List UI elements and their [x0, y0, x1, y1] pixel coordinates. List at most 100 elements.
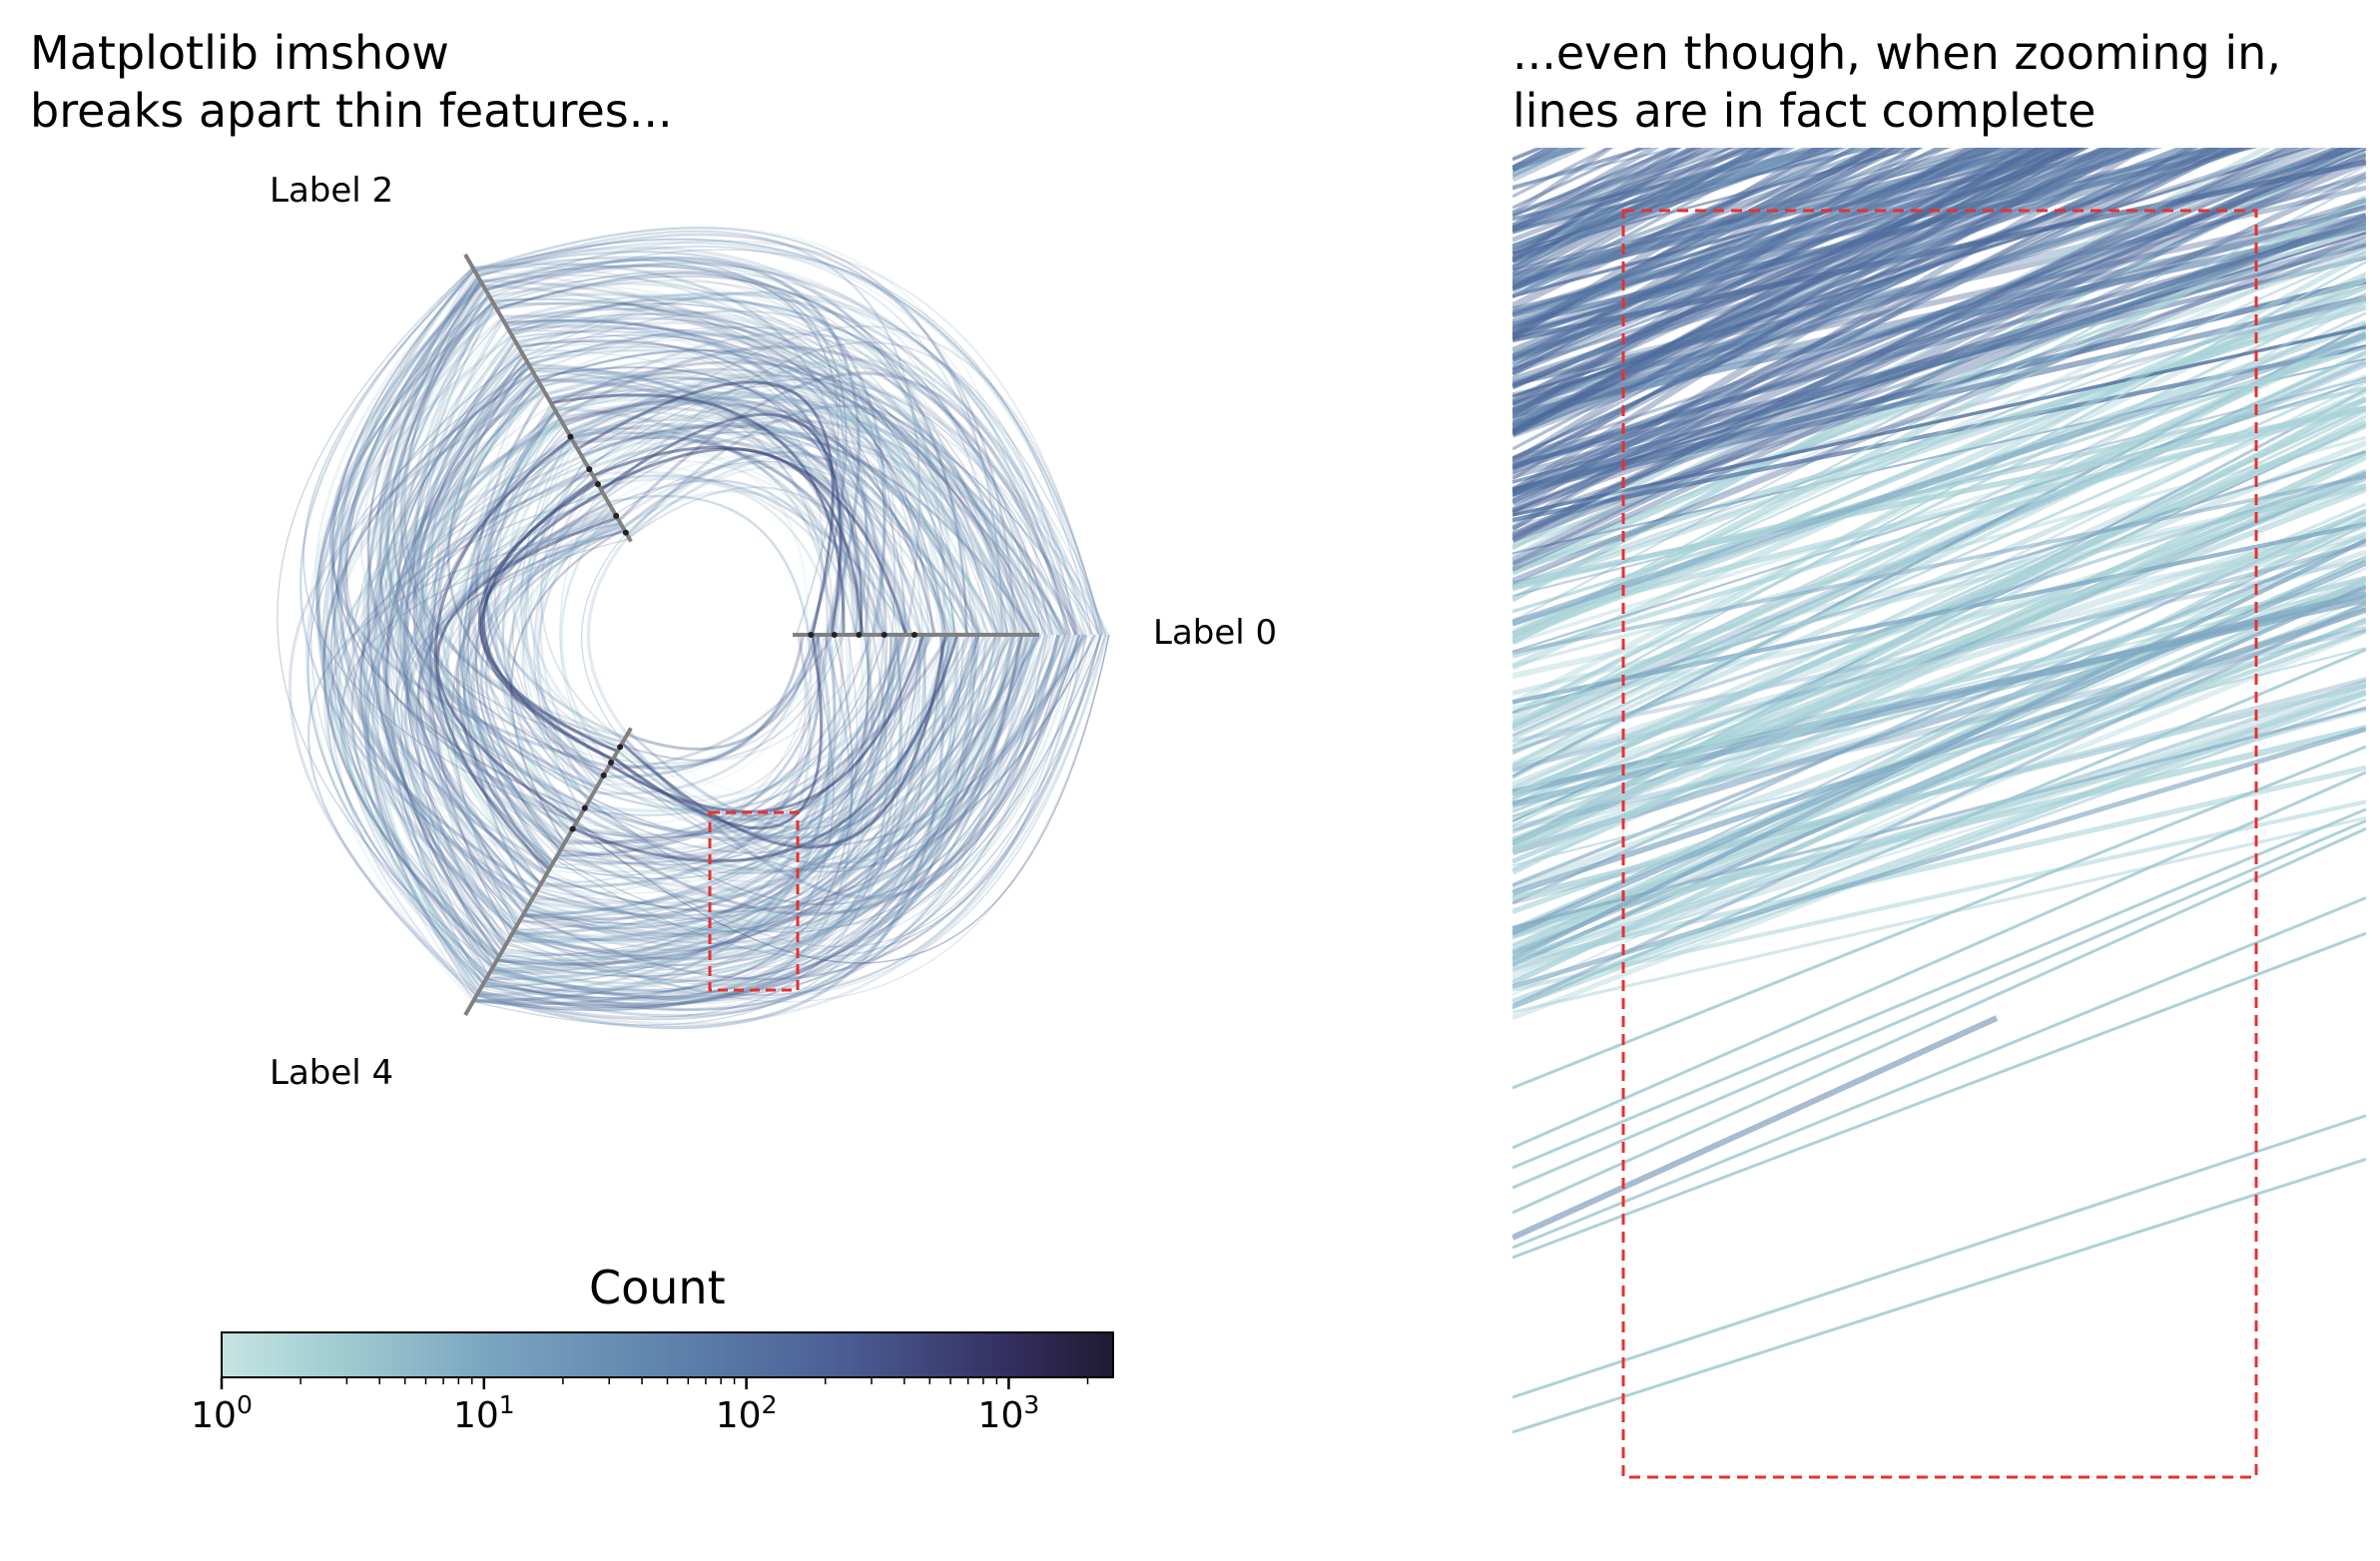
bundle-curve	[314, 270, 547, 877]
bundle-curve	[519, 634, 1028, 952]
bundle-curve	[427, 433, 570, 908]
bundle-curve	[481, 634, 1078, 992]
zoom-line	[1512, 243, 2366, 484]
bundle-curve	[481, 634, 876, 1000]
bundle-curve	[504, 319, 1047, 636]
bundle-curve	[516, 310, 869, 636]
zoom-line	[1512, 299, 2366, 768]
bundle-curve	[527, 348, 1017, 636]
bundle-curve	[528, 332, 1034, 636]
zoom-line	[1512, 625, 2366, 831]
bundle-curve	[503, 307, 1103, 636]
zoom-line	[1512, 483, 2366, 696]
bundle-curve	[497, 634, 835, 977]
colorbar-tick-label: 102	[716, 1392, 778, 1437]
bundle-curve	[575, 634, 1110, 964]
bundle-curve	[519, 435, 595, 792]
zoom-line	[1512, 148, 1702, 231]
bundle-curve	[625, 442, 1054, 636]
bundle-curve	[621, 634, 876, 763]
zoom-line-dense	[1512, 148, 2363, 427]
zoom-line	[1512, 297, 2366, 530]
bundle-curve	[289, 390, 546, 994]
zoom-line-dense	[1512, 148, 2084, 341]
bundle-curve	[399, 364, 535, 897]
bundle-curve	[628, 486, 912, 636]
bundle-curve	[357, 403, 553, 1001]
bundle-curve	[544, 369, 949, 636]
bundle-curve	[467, 417, 561, 868]
bundle-curve	[480, 258, 955, 636]
bundle-curve	[569, 431, 907, 636]
bundle-curve	[489, 275, 886, 636]
axis-node	[808, 632, 815, 638]
zoom-line	[1512, 148, 1585, 172]
bundle-curve	[336, 266, 523, 918]
bundle-curve	[479, 522, 622, 837]
bundle-curve	[575, 634, 1010, 875]
colorbar-title: Count	[589, 1261, 726, 1314]
bundle-curve	[489, 634, 1033, 974]
bundle-curve	[524, 634, 870, 925]
bundle-curve	[508, 324, 888, 636]
zoom-line	[1512, 148, 1718, 233]
bundle-curve	[490, 634, 1061, 993]
zoom-line	[1512, 0, 2366, 136]
bundle-curve	[337, 422, 564, 978]
bundle-curve	[504, 302, 1036, 636]
bundle-curve	[523, 290, 1068, 636]
bundle-curve	[458, 518, 619, 869]
axis-node	[581, 804, 588, 811]
bundle-curve	[584, 407, 1005, 636]
bundle-curve	[560, 397, 1035, 636]
bundle-curve	[493, 408, 601, 782]
bundle-curve	[587, 399, 1094, 636]
sparse-line	[1512, 807, 2366, 1170]
bundle-curve	[486, 634, 1002, 980]
bundle-curve	[565, 634, 950, 844]
bundle-curve	[544, 634, 1012, 886]
sparse-line	[1512, 1157, 2366, 1434]
bundle-curve	[379, 292, 509, 943]
bundle-curve	[487, 261, 1080, 636]
bundle-curve	[493, 634, 1020, 966]
bundle-curve	[445, 478, 597, 863]
zoom-line	[1512, 450, 2366, 715]
bundle-curve	[367, 283, 587, 807]
bundle-curve	[560, 634, 932, 856]
bundle-curve	[306, 367, 531, 979]
bundle-curve	[491, 634, 870, 975]
bundle-curve	[592, 401, 994, 636]
zoom-line-dense	[1512, 148, 1714, 257]
bundle-curve	[317, 294, 504, 951]
bundle-curve	[495, 634, 1088, 963]
bundle-curve	[498, 634, 900, 959]
bundle-curve	[483, 246, 1050, 636]
axis-node	[622, 529, 629, 536]
bundle-curve	[556, 634, 1080, 933]
zoom-line	[1512, 148, 1952, 289]
bundle-curve	[529, 634, 1079, 961]
zoom-line	[1512, 515, 2366, 954]
bundle-curve	[510, 634, 1105, 999]
bundle-curve	[472, 265, 924, 636]
bundle-curve	[472, 634, 926, 1026]
bundle-curve	[498, 634, 1055, 972]
bundle-curve	[584, 634, 874, 829]
bundle-curve	[608, 453, 974, 636]
radial-axes	[463, 253, 1039, 1017]
bundle-curve	[571, 416, 1001, 636]
bundle-curve	[539, 634, 852, 894]
bundle-curve	[545, 370, 969, 636]
bundle-curve	[402, 339, 517, 948]
bundle-curve	[343, 281, 548, 876]
bundle-curve	[315, 309, 520, 924]
bundle-curve	[325, 316, 518, 927]
bundle-curve	[362, 421, 563, 995]
bundle-curve	[526, 634, 1007, 935]
bundle-curve	[515, 326, 934, 636]
bundle-curve	[302, 268, 577, 823]
zoom-line-dense	[1512, 148, 1682, 264]
bundle-curve	[363, 337, 538, 892]
bundle-curve	[620, 634, 998, 861]
